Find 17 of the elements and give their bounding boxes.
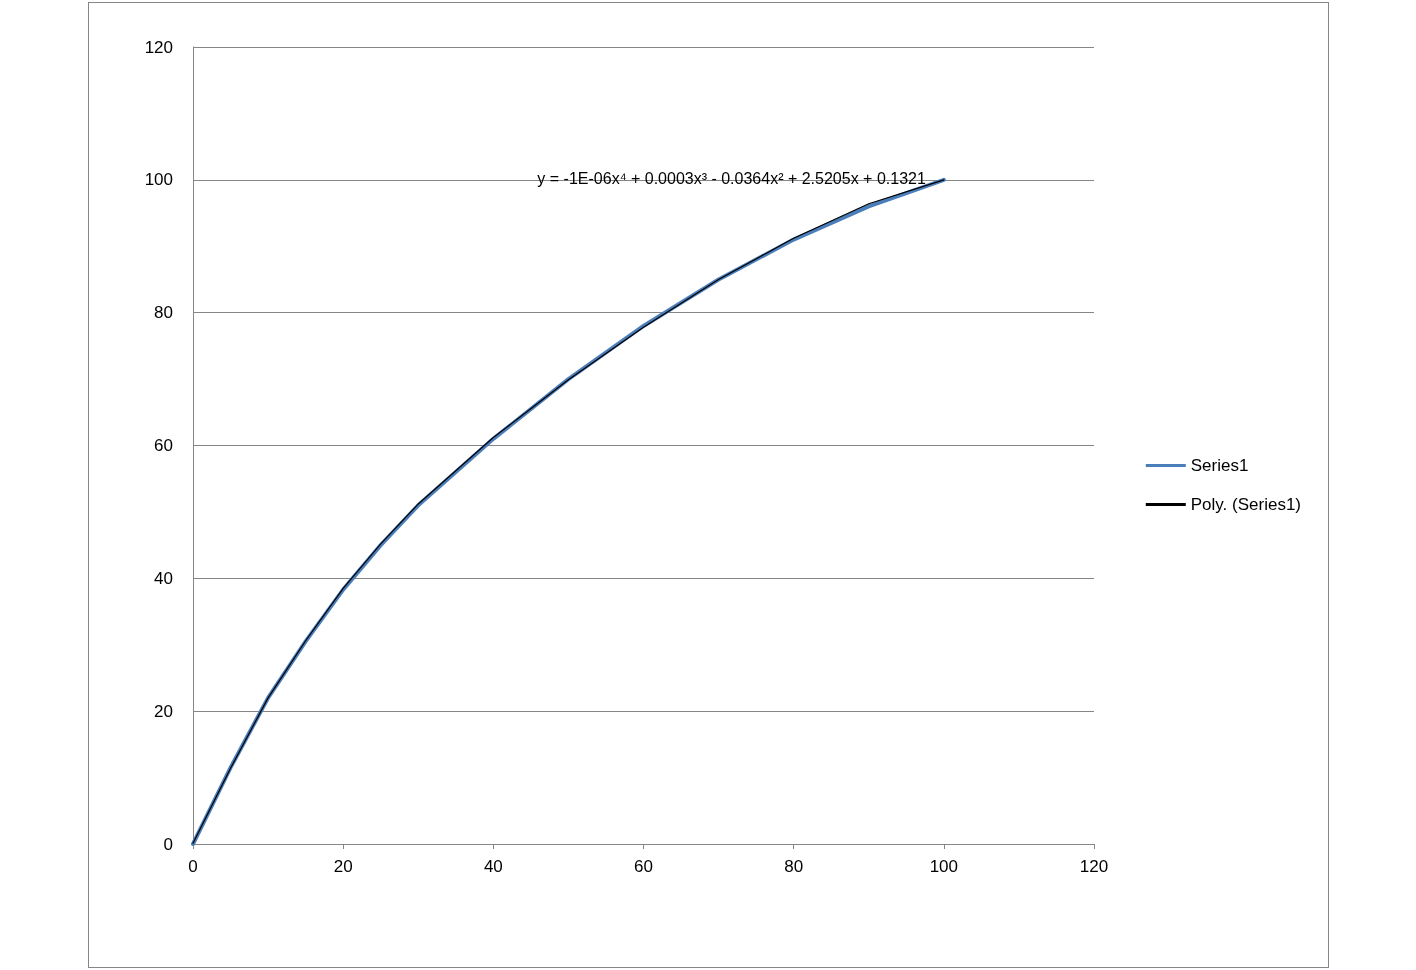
x-tick-label: 100 bbox=[929, 857, 959, 876]
x-tick-label: 20 bbox=[333, 857, 353, 876]
legend-label: Poly. (Series1) bbox=[1190, 495, 1301, 514]
x-tick-label: 120 bbox=[1079, 857, 1109, 876]
annotation: y = -1E-06x⁴ + 0.0003x³ - 0.0364x² + 2.5205x + 0.1321 bbox=[537, 170, 926, 188]
x-tick-label: 60 bbox=[634, 857, 653, 876]
y-tick-label: 120 bbox=[144, 37, 173, 57]
y-tick-label: 40 bbox=[154, 568, 173, 588]
y-tick-label: 100 bbox=[144, 170, 173, 190]
y-tick-label: 60 bbox=[154, 436, 173, 455]
x-tick-label: 40 bbox=[483, 857, 503, 876]
y-tick-label: 0 bbox=[163, 834, 173, 854]
x-tick-label: 80 bbox=[784, 857, 804, 876]
y-tick-label: 20 bbox=[154, 701, 173, 721]
y-tick-label: 80 bbox=[154, 303, 173, 323]
legend-label: Series1 bbox=[1190, 456, 1249, 475]
x-tick-label: 0 bbox=[188, 857, 198, 876]
